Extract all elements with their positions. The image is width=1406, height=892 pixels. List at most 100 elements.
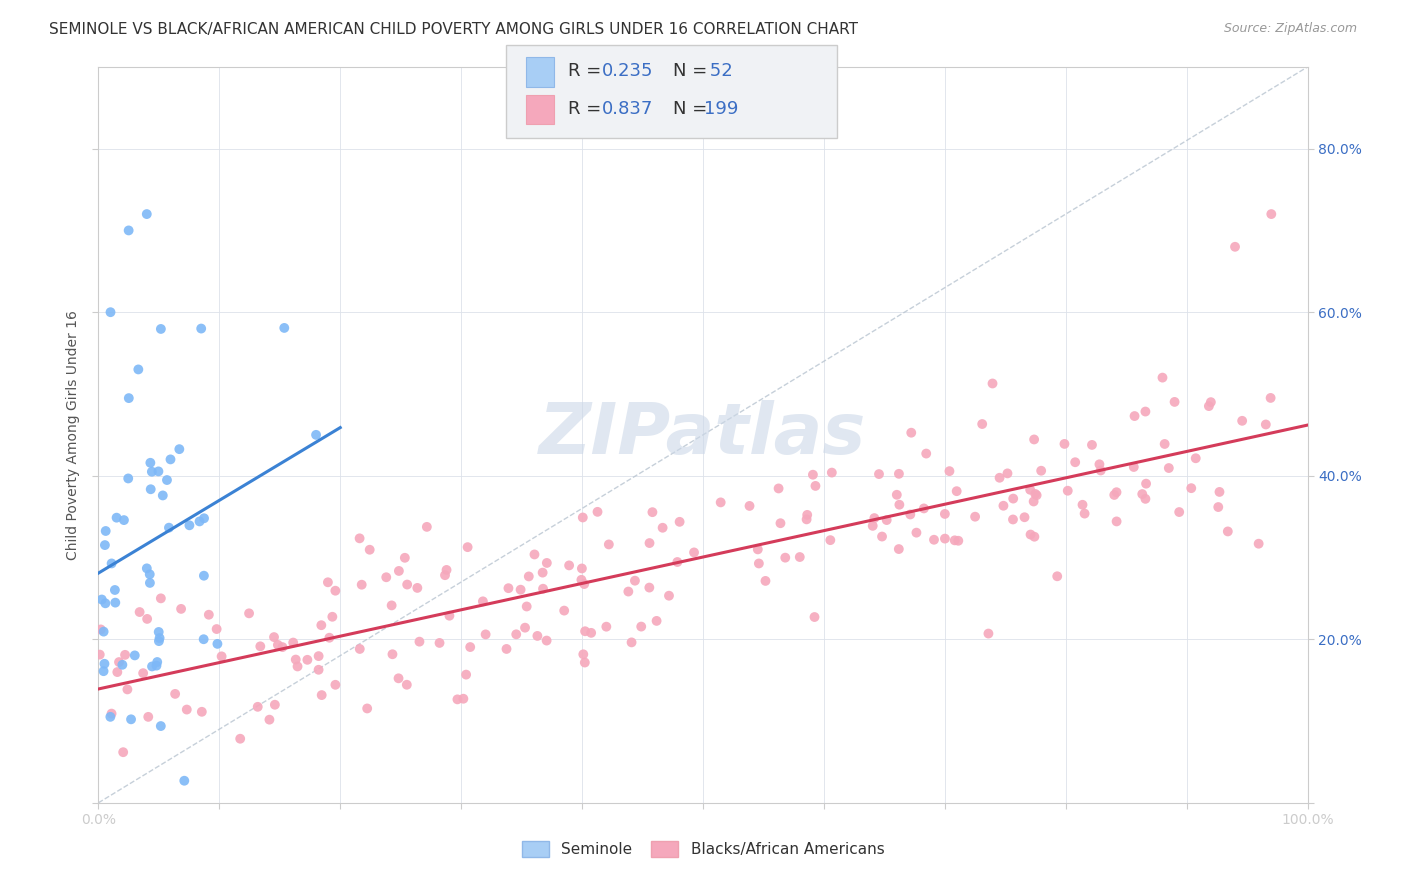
Text: Source: ZipAtlas.com: Source: ZipAtlas.com [1223,22,1357,36]
Point [408,634,430,648]
Point [406,581,429,595]
Point [630,619,652,633]
Point [574,577,596,591]
Point [359,542,381,557]
Point [1206,500,1229,514]
Point [118,223,141,237]
Point [211,649,233,664]
Point [1199,395,1222,409]
Point [207,637,229,651]
Legend: Seminole, Blacks/African Americans: Seminole, Blacks/African Americans [515,833,891,865]
Point [531,566,554,580]
Point [938,464,960,478]
Point [945,484,967,499]
Point [136,612,159,626]
Point [517,569,540,583]
Point [595,620,617,634]
Point [287,659,309,673]
Point [439,608,461,623]
Point [90,592,112,607]
Point [135,561,157,575]
Point [638,536,661,550]
Point [149,322,172,336]
Point [1105,515,1128,529]
Point [117,682,139,697]
Point [1090,463,1112,477]
Point [526,629,548,643]
Point [149,631,172,645]
Point [114,648,136,662]
Point [325,678,347,692]
Point [316,575,339,590]
Point [523,548,546,562]
Point [1122,460,1144,475]
Point [868,467,890,481]
Point [434,568,457,582]
Point [1216,524,1239,539]
Point [297,653,319,667]
Point [156,473,179,487]
Point [972,417,994,431]
Point [176,702,198,716]
Point [132,666,155,681]
Point [149,591,172,606]
Point [149,719,172,733]
Point [1254,417,1277,432]
Point [263,630,285,644]
Point [513,621,536,635]
Point [165,687,187,701]
Point [205,622,228,636]
Point [141,465,163,479]
Point [446,692,468,706]
Point [870,530,893,544]
Text: SEMINOLE VS BLACK/AFRICAN AMERICAN CHILD POVERTY AMONG GIRLS UNDER 16 CORRELATIO: SEMINOLE VS BLACK/AFRICAN AMERICAN CHILD… [49,22,858,37]
Point [190,321,212,335]
Point [246,699,269,714]
Text: 199: 199 [704,100,738,118]
Point [104,596,127,610]
Point [1022,494,1045,508]
Point [1031,464,1053,478]
Point [311,688,333,702]
Point [308,649,330,664]
Point [617,584,640,599]
Point [267,638,290,652]
Point [238,607,260,621]
Point [889,498,911,512]
Point [747,542,769,557]
Point [90,623,112,637]
Point [965,509,987,524]
Point [943,533,966,548]
Point [148,624,170,639]
Point [1260,207,1282,221]
Point [641,505,664,519]
Point [146,655,169,669]
Point [1019,483,1042,497]
Point [1135,476,1157,491]
Point [193,632,215,647]
Point [572,648,595,662]
Point [1180,481,1202,495]
Point [887,542,910,557]
Point [804,479,827,493]
Point [1024,530,1046,544]
Point [900,425,922,440]
Point [558,558,581,573]
Text: N =: N = [673,100,713,118]
Point [193,511,215,525]
Point [988,471,1011,485]
Point [471,594,494,608]
Point [598,537,620,551]
Point [820,533,842,548]
Point [1104,488,1126,502]
Point [305,427,328,442]
Point [1081,438,1104,452]
Point [1152,370,1174,384]
Point [651,521,673,535]
Point [396,577,419,591]
Point [456,667,478,681]
Point [157,521,180,535]
Point [148,464,170,478]
Point [170,602,193,616]
Point [571,510,593,524]
